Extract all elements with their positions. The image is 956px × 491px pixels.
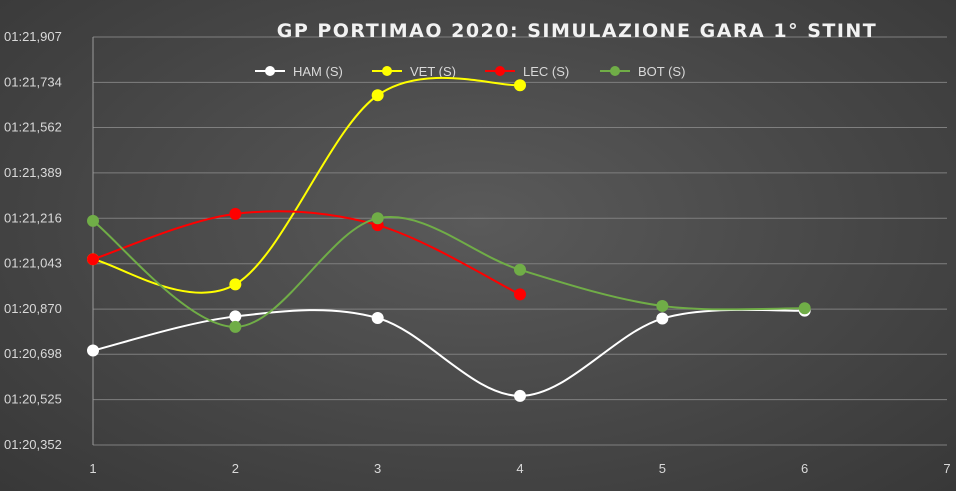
data-point-vet	[514, 79, 526, 92]
y-tick-label: 01:21,043	[4, 256, 62, 271]
series-line-lec	[92, 210, 521, 296]
y-tick-labels: 01:20,352 01:20,525 01:20,698 01:20,870 01:2…	[4, 29, 62, 452]
legend-item-bot: BOT (S)	[600, 64, 685, 79]
data-point-vet	[229, 278, 242, 291]
x-tick-label: 3	[374, 461, 381, 476]
data-point-bot	[798, 302, 811, 315]
legend-label: HAM (S)	[293, 64, 343, 79]
series-ham	[87, 304, 811, 402]
legend-swatch-marker	[495, 66, 505, 76]
data-point-ham	[371, 312, 384, 325]
y-tick-label: 01:21,907	[4, 29, 62, 44]
series-group	[87, 76, 811, 402]
data-point-bot	[656, 299, 669, 312]
legend-item-vet: VET (S)	[372, 64, 456, 79]
data-point-ham	[514, 389, 526, 402]
y-tick-label: 01:21,389	[4, 165, 62, 180]
series-line-bot	[92, 216, 805, 328]
y-tick-label: 01:21,562	[4, 120, 62, 135]
data-point-bot	[371, 212, 384, 225]
data-point-lec	[87, 253, 99, 266]
x-tick-label: 7	[943, 461, 950, 476]
legend-item-ham: HAM (S)	[255, 64, 343, 79]
data-point-ham	[229, 310, 242, 323]
legend-swatch-marker	[610, 66, 620, 76]
y-tick-label: 01:20,698	[4, 346, 62, 361]
legend-label: VET (S)	[410, 64, 456, 79]
x-tick-label: 5	[659, 461, 666, 476]
legend-label: LEC (S)	[523, 64, 569, 79]
chart-title: GP PORTIMAO 2020: SIMULAZIONE GARA 1° ST…	[277, 20, 878, 42]
series-bot	[87, 212, 811, 333]
data-point-bot	[514, 263, 526, 276]
legend-label: BOT (S)	[638, 64, 685, 79]
y-tick-label: 01:20,870	[4, 301, 62, 316]
y-tick-label: 01:20,525	[4, 392, 62, 407]
x-tick-label: 6	[801, 461, 808, 476]
data-point-bot	[229, 320, 242, 333]
y-tick-label: 01:21,734	[4, 74, 62, 89]
series-line-ham	[92, 308, 805, 397]
legend-swatch-marker	[382, 66, 392, 76]
data-point-bot	[87, 214, 99, 227]
series-vet	[87, 76, 526, 294]
x-tick-labels: 1 2 3 4 5 6 7	[89, 461, 950, 476]
legend-swatch-marker	[265, 66, 275, 76]
legend: HAM (S) VET (S) LEC (S) BOT (S)	[255, 64, 685, 79]
grid-lines	[93, 36, 947, 446]
legend-item-lec: LEC (S)	[485, 64, 569, 79]
y-tick-label: 01:20,352	[4, 437, 62, 452]
data-point-lec	[229, 207, 242, 220]
data-point-vet	[371, 89, 384, 102]
data-point-ham	[87, 344, 99, 357]
x-tick-label: 4	[516, 461, 523, 476]
x-tick-label: 1	[89, 461, 96, 476]
x-tick-label: 2	[232, 461, 239, 476]
data-point-ham	[656, 312, 669, 325]
y-tick-label: 01:21,216	[4, 210, 62, 225]
data-point-lec	[514, 288, 526, 301]
series-lec	[87, 207, 526, 301]
